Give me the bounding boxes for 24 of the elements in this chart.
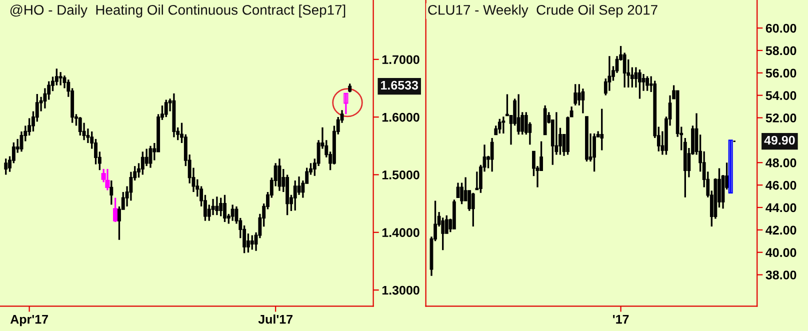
y-tick-label: 42.00 [766, 226, 796, 235]
y-tick-label: 1.7000 [382, 55, 420, 64]
y-tick-label: 1.6000 [382, 112, 420, 122]
x-tick-label: Jul'17 [258, 314, 292, 324]
x-tick-label: '17 [613, 314, 629, 324]
y-tick-label: 1.5000 [382, 170, 420, 180]
text: 1.6533 [381, 80, 418, 90]
y-tick-label: 52.00 [766, 114, 796, 122]
y-tick-label: 48.00 [766, 158, 796, 168]
y-tick-label: 58.00 [766, 46, 796, 56]
y-tick-label: 54.00 [766, 91, 796, 100]
y-tick-label: 60.00 [766, 24, 796, 33]
text: 49.90 [764, 136, 795, 145]
y-tick-label: 46.00 [766, 180, 796, 190]
chart-title: @HO - Daily Heating Oil Continuous Contract [Sep17] [10, 4, 346, 18]
y-tick-label: 40.00 [766, 248, 796, 257]
y-tick-label: 1.4000 [382, 228, 420, 238]
candlestick [728, 139, 733, 194]
y-tick-label: 1.3000 [382, 286, 420, 295]
y-tick-label: 44.00 [766, 203, 796, 212]
chart-title: CLU17 - Weekly Crude Oil Sep 2017 [428, 4, 658, 18]
y-tick-label: 38.00 [766, 270, 796, 280]
x-tick-label: Apr'17 [10, 314, 48, 326]
y-tick-label: 56.00 [766, 68, 796, 78]
